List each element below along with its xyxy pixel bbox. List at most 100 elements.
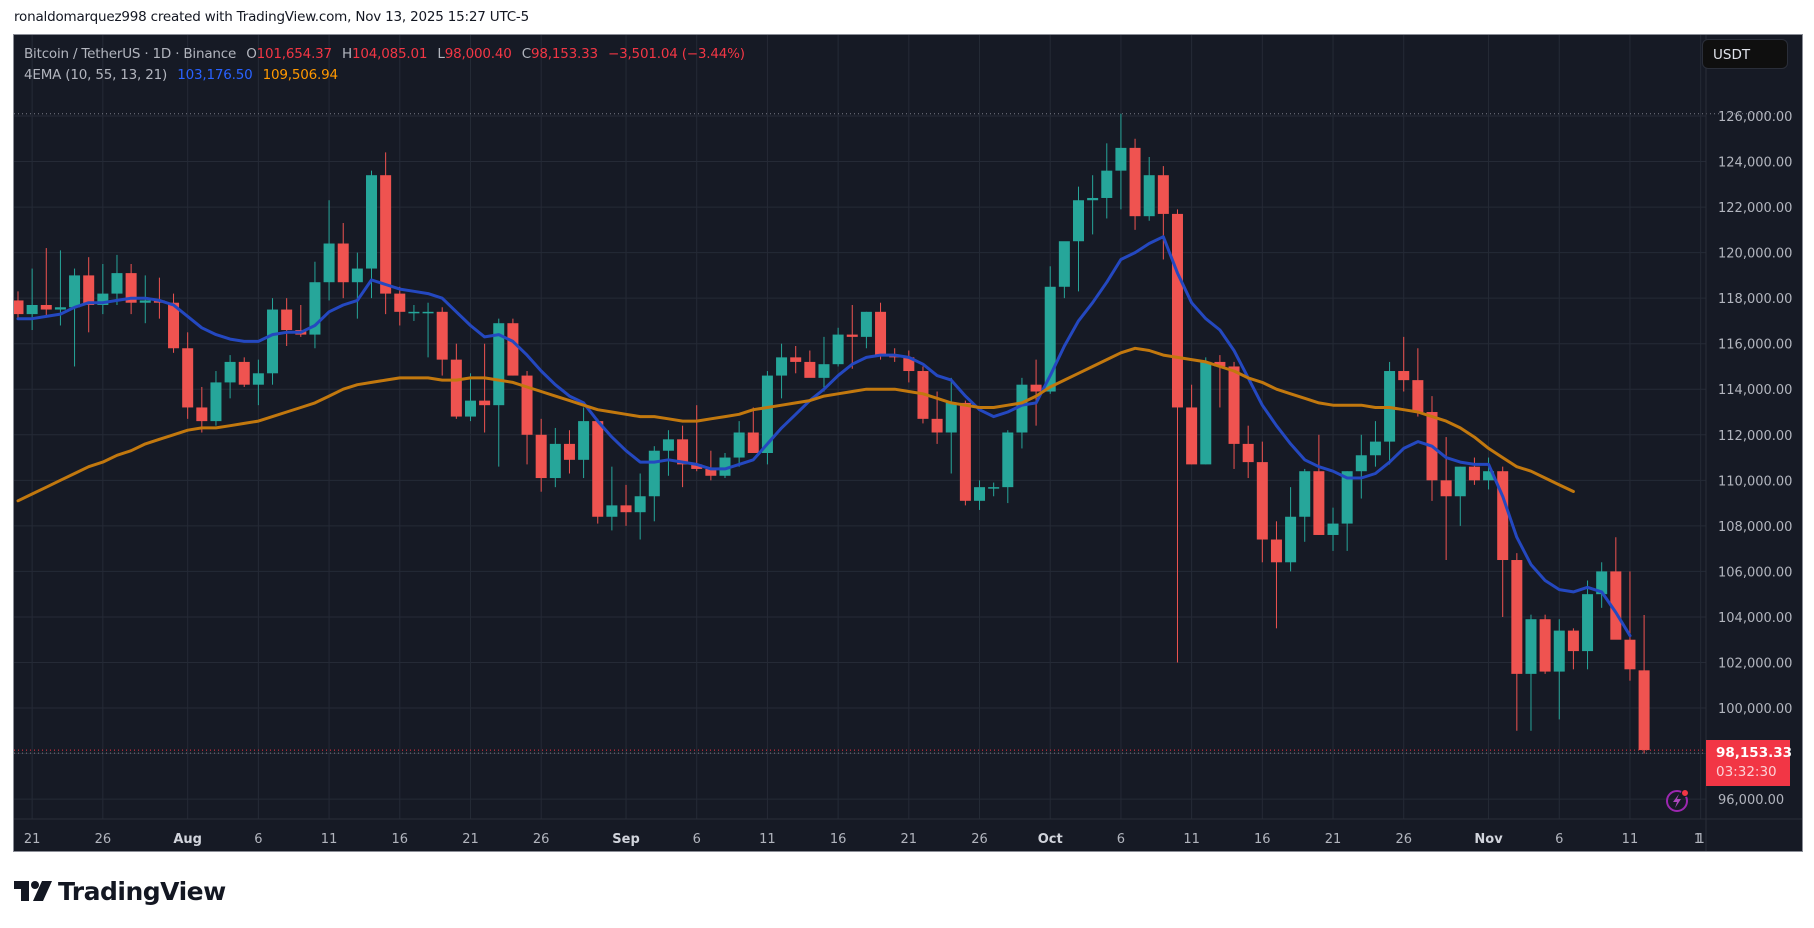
- candle: [1186, 407, 1198, 465]
- price-tick-label: 108,000.00: [1718, 520, 1792, 535]
- candle: [1143, 175, 1155, 217]
- candle: [111, 273, 123, 294]
- candle: [507, 323, 519, 376]
- tradingview-mark-icon: [14, 881, 52, 901]
- chart-pane[interactable]: 96,000.00 100,000.00 102,000.00 104,000.00 1…: [13, 34, 1803, 852]
- candle: [351, 268, 363, 283]
- candle: [1299, 471, 1311, 517]
- ohlc-row: Bitcoin / TetherUS · 1D · Binance O101,6…: [24, 44, 745, 65]
- candle: [875, 311, 887, 356]
- price-tick-label: 96,000.00: [1718, 793, 1784, 808]
- chart-legend: Bitcoin / TetherUS · 1D · Binance O101,6…: [24, 44, 745, 86]
- candle: [1497, 471, 1509, 561]
- candle: [1214, 361, 1226, 367]
- candle: [323, 243, 335, 283]
- time-tick-label: Aug: [173, 832, 202, 847]
- candle: [804, 361, 816, 378]
- candle: [1468, 466, 1480, 481]
- time-tick-label: 21: [901, 832, 918, 847]
- candle: [337, 243, 349, 283]
- time-tick-label: 1: [1694, 832, 1702, 847]
- price-tick-label: 100,000.00: [1718, 702, 1792, 717]
- candle: [1327, 523, 1339, 535]
- candle: [535, 434, 547, 479]
- candle: [1412, 380, 1424, 413]
- candle: [903, 357, 915, 372]
- candle: [493, 323, 505, 406]
- candle: [974, 487, 986, 501]
- time-tick-label: 6: [1555, 832, 1563, 847]
- candle: [1398, 371, 1410, 381]
- currency-button[interactable]: USDT: [1702, 39, 1788, 69]
- time-tick-label: 6: [254, 832, 262, 847]
- price-tick-label: 110,000.00: [1718, 474, 1792, 489]
- candle: [1624, 639, 1636, 670]
- candle: [1270, 539, 1282, 563]
- candle: [733, 432, 745, 458]
- time-tick-label: 21: [24, 832, 41, 847]
- price-tick-label: 122,000.00: [1718, 201, 1792, 216]
- candle: [394, 293, 406, 312]
- candle: [97, 293, 109, 305]
- time-tick-label: 11: [321, 832, 338, 847]
- ema-fast-line: [16, 235, 1632, 638]
- candle: [182, 348, 194, 408]
- candle: [1341, 471, 1353, 524]
- price-tick-label: 102,000.00: [1718, 656, 1792, 671]
- candle: [1016, 384, 1028, 433]
- tradingview-logo: TradingView: [14, 876, 226, 906]
- candle: [1596, 571, 1608, 595]
- candle: [380, 175, 392, 294]
- candle: [450, 359, 462, 417]
- candle: [1101, 170, 1113, 198]
- price-tick-label: 116,000.00: [1718, 338, 1792, 353]
- candle: [210, 382, 222, 422]
- time-tick-label: 16: [830, 832, 847, 847]
- candle: [931, 418, 943, 433]
- high-value: 104,085.01: [351, 46, 428, 62]
- time-tick-label: 21: [462, 832, 479, 847]
- candle: [26, 304, 38, 315]
- open-label: O: [246, 46, 257, 62]
- candle: [705, 468, 717, 476]
- candle: [1228, 366, 1240, 444]
- last-price: 98,153.33: [1716, 745, 1793, 761]
- candle: [634, 496, 646, 513]
- candle: [747, 432, 759, 453]
- ema-slow-value: 109,506.94: [262, 67, 338, 83]
- candle: [238, 361, 250, 385]
- candlestick-chart[interactable]: 96,000.00 100,000.00 102,000.00 104,000.00 1…: [14, 35, 1802, 851]
- indicator-name[interactable]: 4EMA (10, 55, 13, 21): [24, 67, 168, 83]
- candle: [860, 311, 872, 337]
- candle: [832, 334, 844, 365]
- candle: [959, 402, 971, 501]
- candle: [988, 487, 1000, 489]
- time-tick-label: Nov: [1474, 832, 1503, 847]
- price-axis[interactable]: 96,000.00 100,000.00 102,000.00 104,000.00 1…: [1718, 110, 1792, 808]
- candle: [54, 307, 66, 310]
- symbol-label[interactable]: Bitcoin / TetherUS · 1D · Binance: [24, 46, 237, 62]
- candle: [1242, 443, 1254, 463]
- candle: [662, 439, 674, 451]
- candle: [1610, 571, 1622, 640]
- candle: [1638, 670, 1650, 751]
- candle: [422, 311, 434, 314]
- candle: [1129, 147, 1141, 217]
- candle: [125, 273, 137, 303]
- lightning-alert-icon[interactable]: [1664, 786, 1692, 814]
- time-tick-label: 11: [1183, 832, 1200, 847]
- time-tick-label: 16: [1254, 832, 1271, 847]
- low-value: 98,000.40: [444, 46, 512, 62]
- time-tick-label: 26: [533, 832, 550, 847]
- price-tick-label: 124,000.00: [1718, 156, 1792, 171]
- candle: [1525, 619, 1537, 674]
- ema-slow-line: [16, 346, 1575, 503]
- candle: [620, 505, 632, 513]
- time-tick-label: 6: [1117, 832, 1125, 847]
- candle: [1511, 560, 1523, 674]
- candle: [366, 175, 377, 269]
- candle: [69, 275, 81, 308]
- time-axis[interactable]: 21 26 Aug 6 11 16 21 26 Sep 6 11 16 21 26 Oct 6 11 16 21 26…: [24, 832, 1705, 847]
- candle: [776, 357, 788, 376]
- candle: [408, 311, 420, 314]
